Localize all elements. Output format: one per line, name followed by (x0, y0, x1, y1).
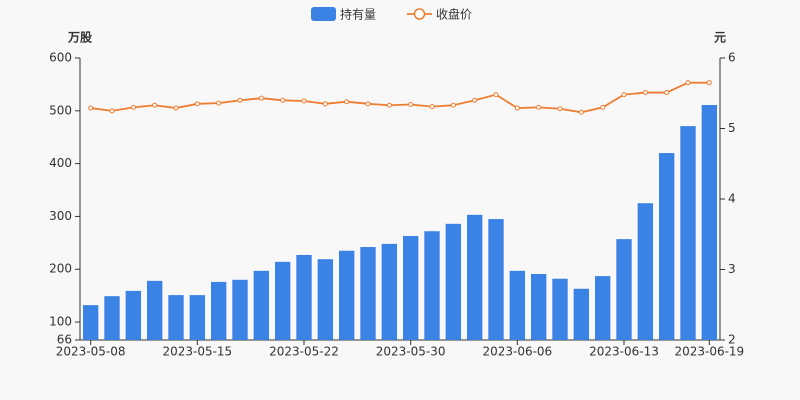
y-tick-label: 300 (49, 209, 72, 223)
price-point (173, 105, 179, 111)
bar (189, 295, 206, 340)
bar (530, 273, 547, 340)
y2-tick-label: 6 (728, 51, 736, 65)
price-point (642, 90, 648, 96)
price-point (258, 95, 264, 101)
bar (210, 281, 227, 340)
legend-label: 收盘价 (436, 7, 472, 22)
bar (573, 288, 590, 340)
price-point (450, 102, 456, 108)
price-point (237, 97, 243, 103)
legend-label: 持有量 (340, 7, 376, 22)
y2-tick-label: 2 (728, 333, 736, 347)
bar (466, 214, 483, 340)
y-tick-label: 600 (49, 51, 72, 65)
bar (317, 259, 334, 340)
price-point (216, 100, 222, 106)
y-tick-label: 200 (49, 262, 72, 276)
y-axis-label: 万股 (67, 30, 93, 45)
legend-swatch (311, 7, 336, 21)
price-point (706, 80, 712, 86)
bar (338, 250, 355, 340)
bar (701, 105, 718, 340)
y-tick-label: 66 (57, 333, 72, 347)
price-point (344, 99, 350, 105)
y2-axis-label: 元 (714, 31, 726, 45)
price-point (152, 102, 158, 108)
bar (274, 261, 291, 340)
bar (552, 278, 568, 340)
price-point (130, 104, 136, 110)
y2-tick-label: 4 (728, 192, 736, 206)
price-point (557, 106, 563, 112)
price-point (536, 104, 542, 110)
price-point (280, 97, 286, 103)
bar (253, 270, 270, 340)
bar (594, 276, 611, 340)
bar (146, 280, 163, 340)
bar (125, 290, 142, 340)
bar (168, 295, 184, 340)
price-point (514, 105, 520, 111)
bar (488, 219, 504, 340)
price-point (408, 102, 414, 108)
bar (381, 243, 398, 340)
bar (637, 203, 654, 340)
x-tick-label: 2023-05-30 (376, 345, 446, 359)
price-point (664, 90, 670, 96)
price-point (621, 92, 627, 98)
bar (232, 279, 248, 340)
y2-tick-label: 5 (728, 121, 736, 135)
bar (402, 235, 419, 340)
price-point (429, 104, 435, 110)
x-tick-label: 2023-05-15 (162, 345, 232, 359)
price-point (493, 92, 499, 98)
price-point (600, 104, 606, 110)
y-tick-label: 500 (49, 103, 72, 117)
price-point (578, 109, 584, 115)
x-tick-label: 2023-06-19 (674, 345, 744, 359)
y2-tick-label: 3 (728, 262, 736, 276)
price-point (88, 105, 94, 111)
price-line (90, 81, 710, 114)
bar (424, 231, 440, 340)
bar (360, 247, 376, 340)
y-tick-label: 100 (49, 315, 72, 329)
bar (509, 270, 526, 340)
bar (680, 126, 696, 340)
y-tick-label: 400 (49, 156, 72, 170)
bar (445, 223, 462, 340)
bar (296, 254, 312, 340)
bar (658, 153, 675, 340)
price-point (301, 98, 307, 104)
price-point (322, 101, 328, 107)
x-tick-label: 2023-06-06 (482, 345, 552, 359)
price-point (109, 108, 115, 114)
price-point (194, 101, 200, 107)
x-tick-label: 2023-05-08 (56, 345, 126, 359)
price-point (685, 80, 691, 86)
bar (616, 239, 632, 340)
bar (82, 305, 99, 340)
x-tick-label: 2023-06-13 (589, 345, 659, 359)
bar (104, 296, 120, 340)
price-point (386, 102, 392, 108)
legend-swatch (413, 8, 426, 20)
price-point (472, 97, 478, 103)
x-tick-label: 2023-05-22 (269, 345, 339, 359)
price-point (365, 101, 371, 107)
